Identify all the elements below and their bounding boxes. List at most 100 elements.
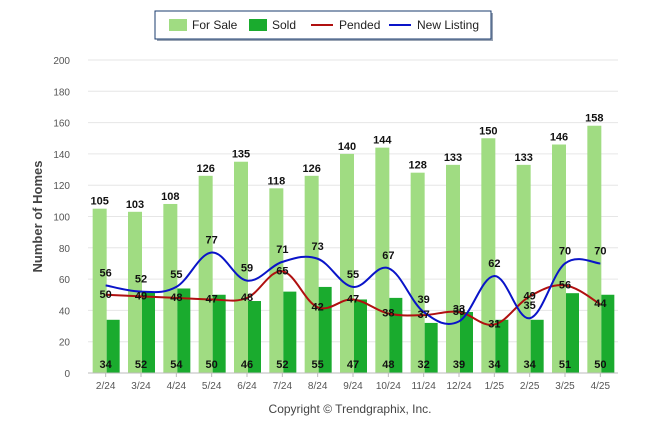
y-tick-label: 140 — [53, 150, 70, 161]
label-sold: 48 — [382, 359, 394, 371]
bar-for-sale — [163, 203, 178, 373]
label-pended: 48 — [241, 292, 253, 304]
label-pended: 56 — [559, 279, 571, 291]
legend-for-sale-swatch — [169, 19, 187, 31]
bar-for-sale — [481, 138, 496, 373]
label-sold: 34 — [488, 359, 501, 371]
label-new-listing: 73 — [312, 241, 324, 253]
label-new-listing: 62 — [488, 258, 500, 270]
label-pended: 50 — [100, 289, 112, 301]
y-tick-label: 40 — [59, 306, 71, 317]
legend-sold-swatch — [249, 19, 267, 31]
x-tick-label: 2/25 — [520, 381, 540, 392]
bar-for-sale — [234, 161, 248, 373]
bar-for-sale — [446, 164, 460, 373]
bar-for-sale — [304, 175, 319, 373]
label-sold: 51 — [559, 359, 571, 371]
bar-for-sale — [128, 211, 142, 373]
label-for-sale: 128 — [408, 160, 426, 172]
x-tick-label: 4/24 — [167, 381, 187, 392]
label-sold: 50 — [594, 359, 606, 371]
x-tick-label: 3/24 — [131, 381, 151, 392]
x-tick-label: 5/24 — [202, 381, 222, 392]
bar-sold — [389, 297, 403, 373]
bar-sold — [142, 291, 155, 373]
label-sold: 46 — [241, 359, 253, 371]
label-pended: 49 — [135, 290, 147, 302]
y-tick-label: 180 — [53, 87, 70, 98]
bar-sold — [460, 311, 473, 373]
label-pended: 65 — [276, 265, 288, 277]
label-new-listing: 70 — [559, 245, 571, 257]
legend-sold-label: Sold — [272, 18, 296, 32]
bar-sold — [177, 288, 191, 373]
label-sold: 55 — [312, 359, 324, 371]
x-tick-label: 11/24 — [412, 381, 437, 392]
legend-pended-label: Pended — [339, 18, 380, 32]
label-sold: 47 — [347, 359, 359, 371]
label-for-sale: 103 — [126, 199, 144, 211]
bar-sold — [212, 294, 226, 373]
y-axis-title: Number of Homes — [30, 161, 45, 273]
y-tick-label: 120 — [53, 181, 70, 192]
y-tick-label: 100 — [53, 213, 70, 224]
label-for-sale: 133 — [514, 152, 532, 164]
label-pended: 47 — [347, 293, 359, 305]
y-tick-label: 0 — [64, 369, 70, 380]
label-pended: 31 — [488, 318, 500, 330]
label-for-sale: 158 — [585, 113, 603, 125]
x-tick-label: 12/24 — [446, 381, 471, 392]
label-new-listing: 59 — [241, 263, 253, 275]
legend-for-sale-label: For Sale — [192, 18, 238, 32]
x-tick-label: 3/25 — [555, 381, 575, 392]
bar-sold — [248, 301, 261, 373]
bar-sold — [354, 299, 367, 373]
bar-for-sale — [198, 175, 213, 373]
bars — [92, 125, 615, 373]
data-labels: 105 34 103 52 108 54 126 50 135 46 118 52 126 55 140 47… — [90, 113, 607, 371]
label-sold: 34 — [524, 359, 537, 371]
label-new-listing: 52 — [135, 274, 147, 286]
label-new-listing: 55 — [170, 269, 182, 281]
label-pended: 38 — [382, 308, 394, 320]
y-tick-label: 200 — [53, 56, 70, 67]
bar-for-sale — [552, 144, 566, 373]
x-tick-label: 10/24 — [376, 381, 401, 392]
label-new-listing: 56 — [100, 267, 112, 279]
label-for-sale: 133 — [444, 152, 462, 164]
label-pended: 42 — [312, 301, 324, 313]
lines — [105, 251, 601, 326]
label-new-listing: 39 — [418, 294, 430, 306]
bar-sold — [495, 319, 509, 373]
bar-sold — [283, 291, 297, 373]
bar-for-sale — [269, 188, 284, 373]
pended-line — [105, 270, 601, 326]
label-new-listing: 35 — [524, 300, 536, 312]
label-for-sale: 118 — [267, 175, 285, 187]
label-sold: 52 — [276, 359, 288, 371]
label-new-listing: 77 — [206, 234, 218, 246]
label-for-sale: 150 — [479, 125, 497, 137]
label-new-listing: 33 — [453, 303, 465, 315]
label-pended: 49 — [524, 290, 536, 302]
label-new-listing: 55 — [347, 269, 359, 281]
label-pended: 37 — [418, 309, 430, 321]
axes: 0 20 40 60 80 100 120 140 160 180 200 Number of Hom… — [30, 56, 618, 392]
label-for-sale: 126 — [302, 163, 320, 175]
label-sold: 34 — [100, 359, 113, 371]
label-for-sale: 144 — [373, 135, 392, 147]
legend-new-listing-label: New Listing — [417, 18, 479, 32]
bar-for-sale — [340, 153, 354, 373]
label-for-sale: 126 — [196, 163, 214, 175]
copyright-text: Copyright © Trendgraphix, Inc. — [269, 402, 432, 416]
bar-sold — [106, 319, 120, 373]
x-tick-label: 9/24 — [343, 381, 363, 392]
label-pended: 48 — [170, 292, 182, 304]
label-sold: 39 — [453, 359, 465, 371]
bar-for-sale — [516, 164, 531, 373]
bar-for-sale — [375, 147, 390, 373]
x-tick-label: 1/25 — [485, 381, 505, 392]
x-tick-label: 4/25 — [591, 381, 611, 392]
bar-sold — [566, 293, 579, 373]
